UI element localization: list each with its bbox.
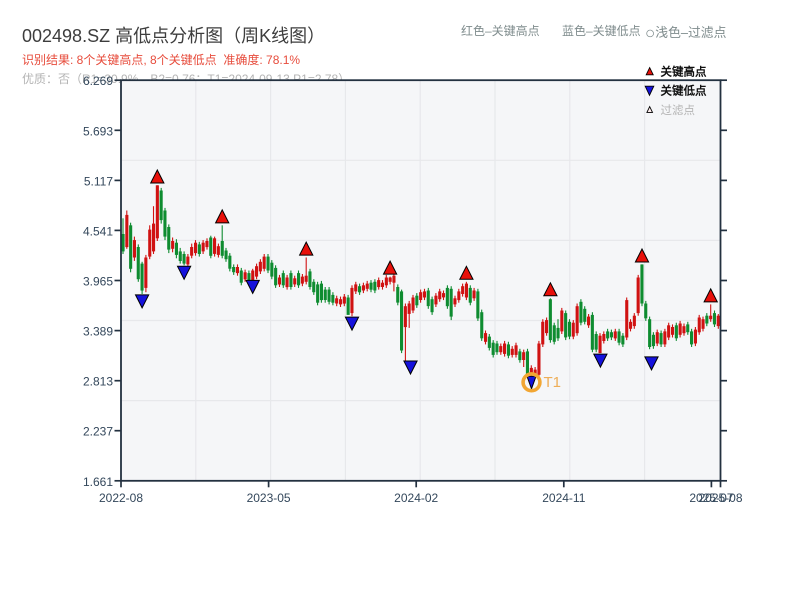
- svg-text:2025-08: 2025-08: [698, 491, 742, 505]
- svg-text:5.693: 5.693: [83, 124, 113, 138]
- svg-text:6.269: 6.269: [83, 74, 113, 88]
- svg-text:2022-08: 2022-08: [99, 491, 143, 505]
- svg-text:2024-11: 2024-11: [542, 491, 585, 505]
- svg-text:2.813: 2.813: [83, 375, 113, 389]
- svg-text:2023-05: 2023-05: [247, 491, 291, 505]
- svg-text:T1: T1: [544, 374, 562, 391]
- svg-text:关键高点: 关键高点: [661, 65, 707, 79]
- svg-text:过滤点: 过滤点: [661, 104, 696, 117]
- svg-text:1.661: 1.661: [83, 475, 113, 489]
- svg-text:3.965: 3.965: [83, 275, 113, 289]
- svg-text:2024-02: 2024-02: [394, 491, 438, 505]
- svg-text:5.117: 5.117: [84, 174, 113, 188]
- svg-text:关键低点: 关键低点: [661, 84, 707, 98]
- svg-text:2.237: 2.237: [83, 425, 113, 439]
- svg-text:3.389: 3.389: [83, 325, 113, 339]
- svg-text:2025-07: 2025-07: [689, 491, 733, 505]
- svg-text:4.541: 4.541: [83, 224, 113, 238]
